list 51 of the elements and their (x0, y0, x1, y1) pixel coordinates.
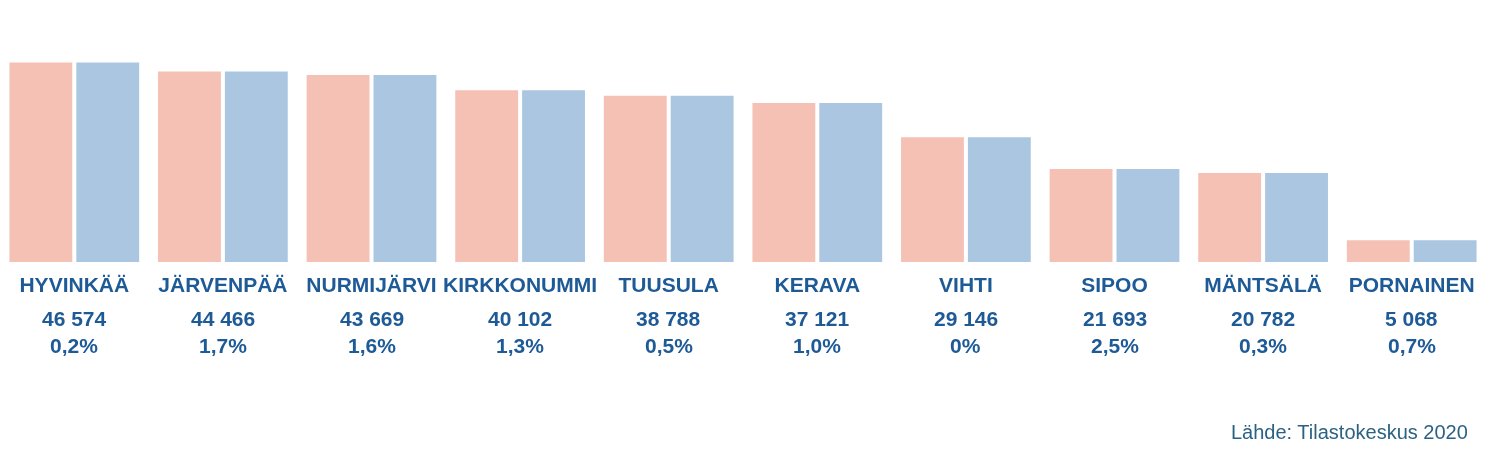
text: Lähde: Tilastokeskus 2020 (1231, 421, 1468, 443)
x-tick-label: SIPOO (1081, 273, 1148, 296)
data-label: 21 693 (1083, 307, 1148, 330)
x-tick-label: JÄRVENPÄÄ (158, 273, 288, 296)
bar (1413, 240, 1477, 262)
bar (967, 137, 1031, 262)
x-tick-label: KIRKKONUMMI (443, 273, 598, 296)
bar (1198, 172, 1262, 262)
text: 1,6% (348, 334, 397, 357)
text: 0% (950, 334, 981, 357)
text: 0,5% (645, 334, 694, 357)
data-label: 5 068 (1385, 307, 1438, 330)
bar (901, 137, 964, 262)
data-label: 29 146 (934, 307, 999, 330)
bar (306, 74, 370, 262)
x-tick-label: VIHTI (939, 273, 993, 296)
bar (1116, 169, 1180, 262)
text: 0,7% (1388, 334, 1437, 357)
text: 1,0% (793, 334, 842, 357)
x-tick-label: NURMIJÄRVI (306, 273, 437, 296)
bar (522, 90, 585, 262)
bar (9, 62, 73, 262)
data-label: 38 788 (636, 307, 701, 330)
x-tick-label: HYVINKÄÄ (19, 273, 130, 296)
data-label: 44 466 (191, 307, 256, 330)
bar (670, 95, 734, 262)
x-tick-label: KERAVA (774, 273, 861, 296)
x-tick-label: TUUSULA (618, 273, 719, 296)
bar (76, 62, 140, 262)
data-label: 43 669 (340, 307, 405, 330)
bar (224, 71, 288, 262)
text: 2,5% (1091, 334, 1140, 357)
x-tick-label: PORNAINEN (1348, 273, 1475, 296)
data-label: 40 102 (488, 307, 553, 330)
bar (1265, 172, 1328, 262)
data-label: 37 121 (785, 307, 850, 330)
bar (603, 95, 667, 262)
bar (819, 102, 883, 262)
bar (752, 102, 816, 262)
data-label: 20 782 (1231, 307, 1296, 330)
bar (455, 90, 519, 262)
bar (1346, 240, 1410, 262)
bar (158, 71, 221, 262)
text: 0,2% (50, 334, 99, 357)
text: 1,3% (496, 334, 545, 357)
x-tick-label: MÄNTSÄLÄ (1204, 273, 1323, 296)
data-label: 46 574 (42, 307, 107, 330)
bar (373, 74, 437, 262)
bar (1049, 169, 1113, 262)
text: 0,3% (1239, 334, 1288, 357)
text: 1,7% (199, 334, 248, 357)
